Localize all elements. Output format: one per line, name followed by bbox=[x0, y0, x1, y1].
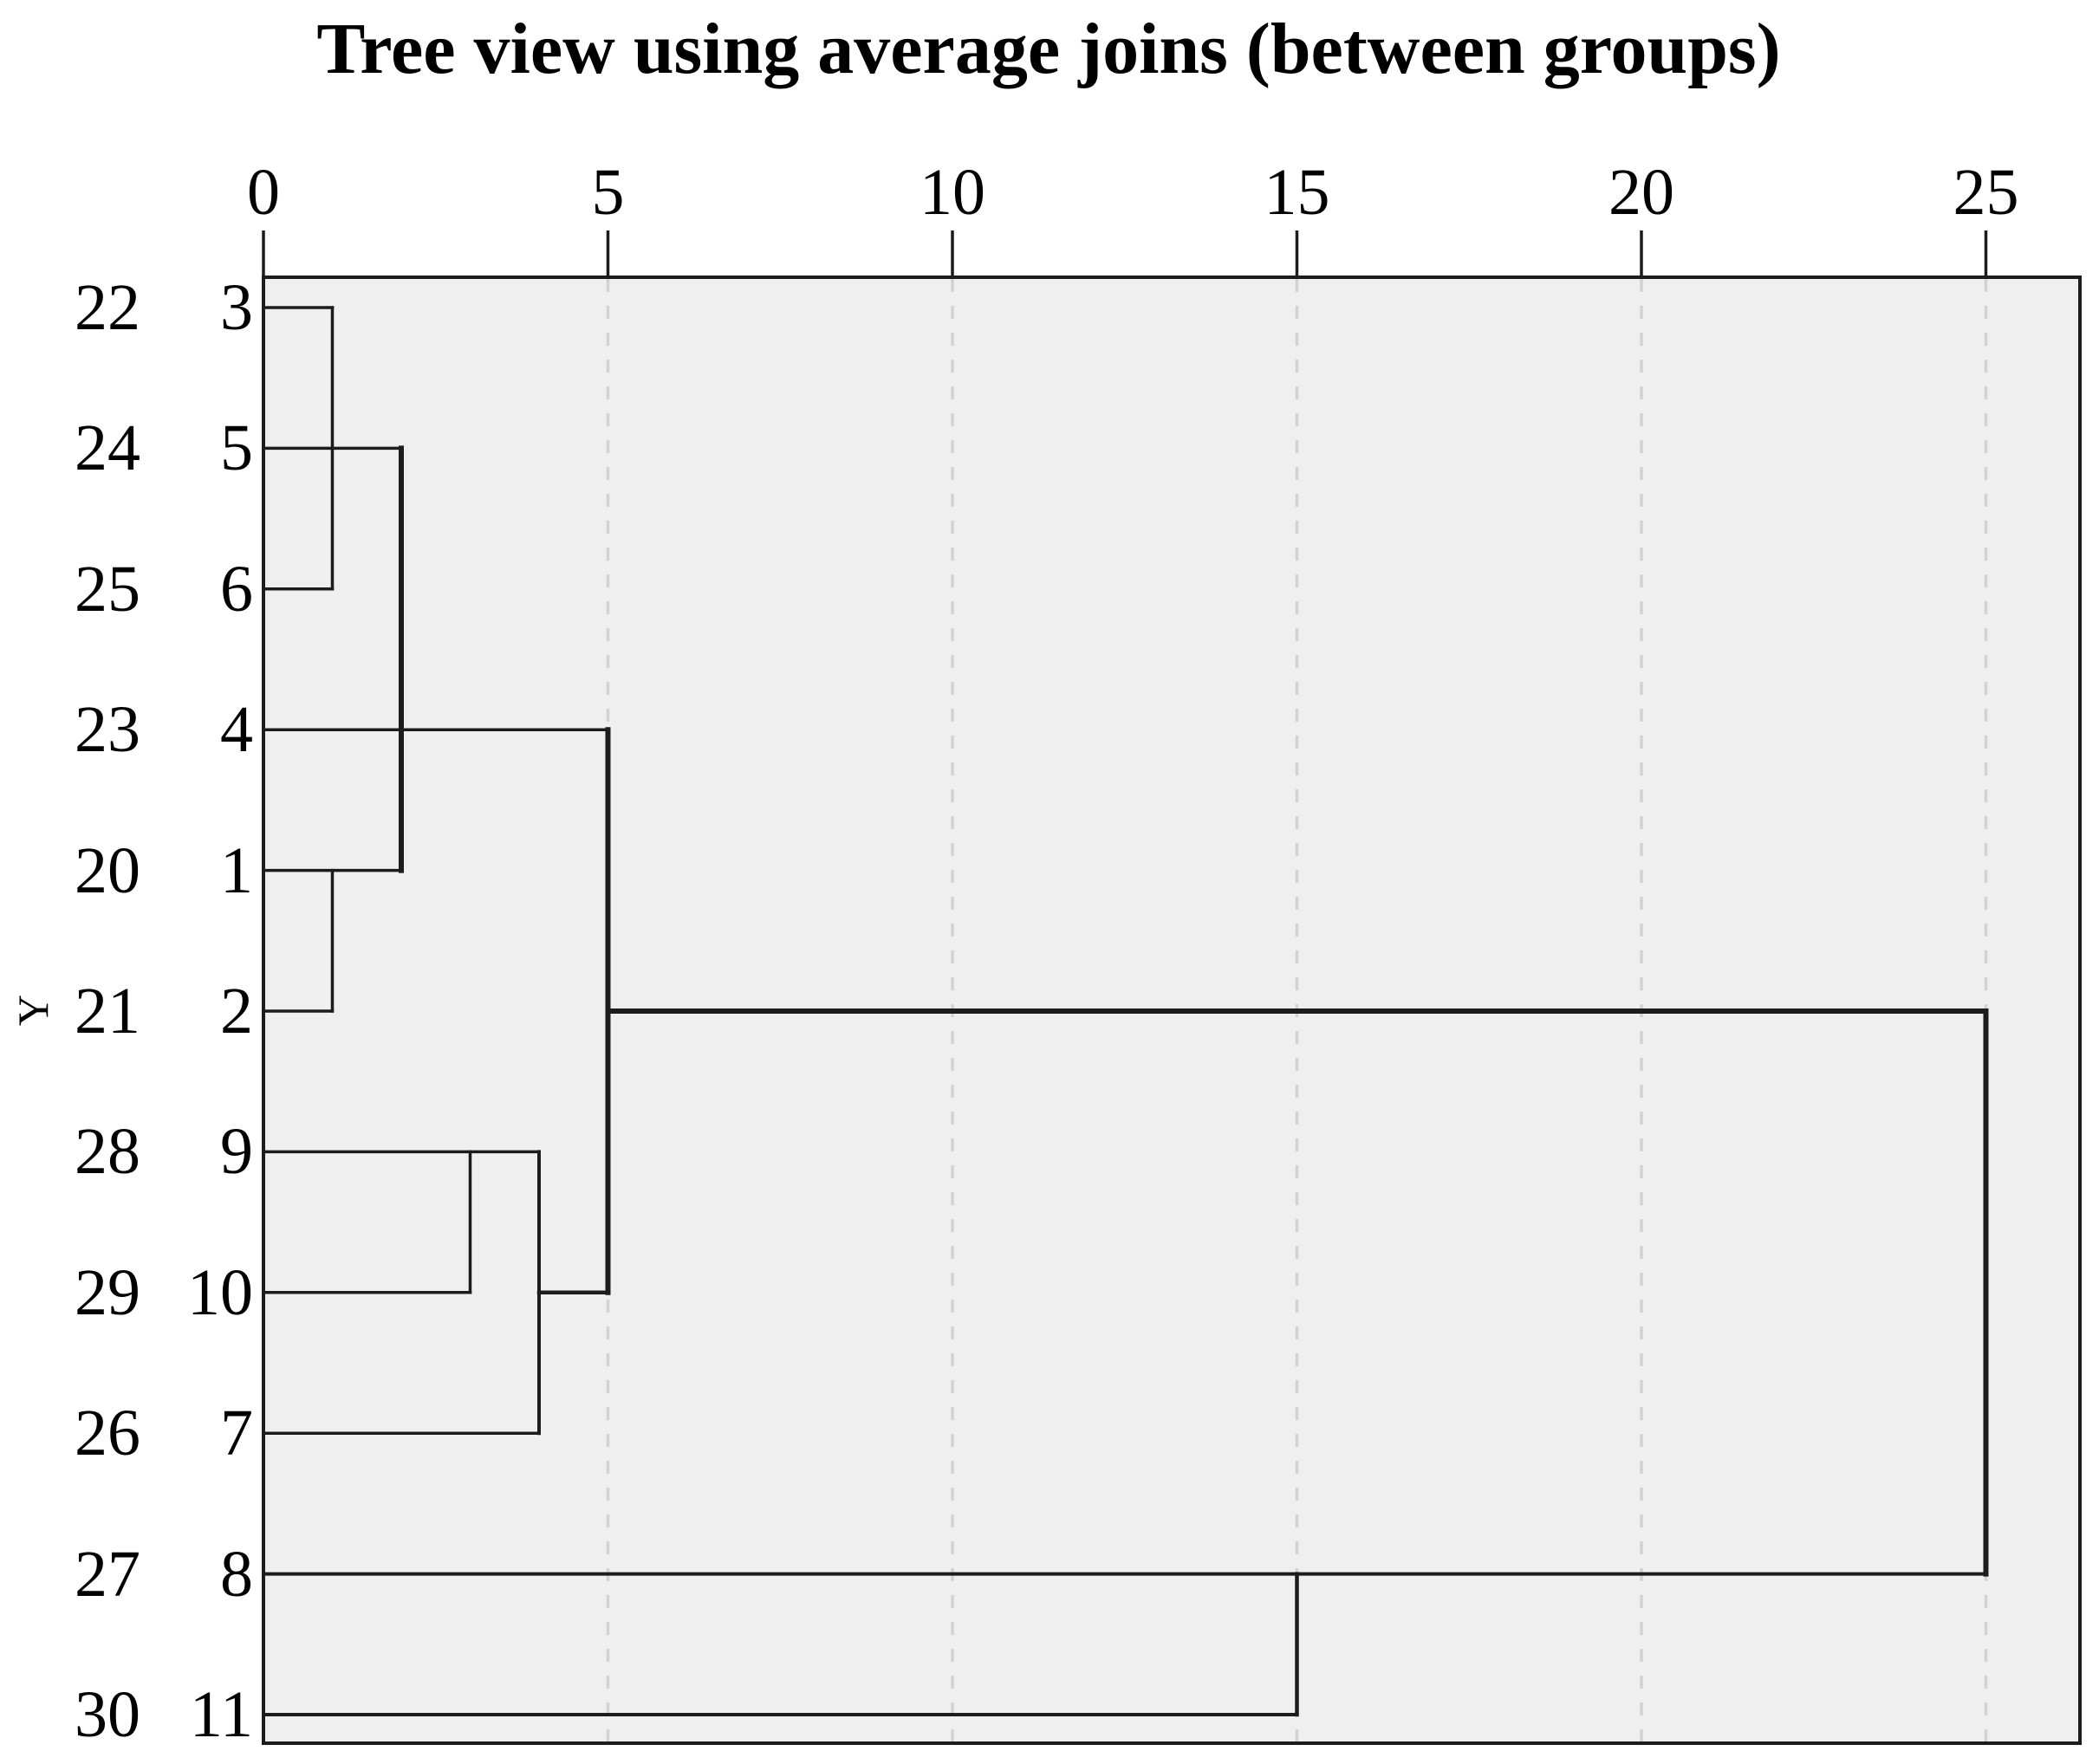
row-case-label: 20 bbox=[75, 833, 140, 907]
x-axis-tick-label: 20 bbox=[1608, 156, 1674, 229]
plot-border bbox=[262, 276, 2082, 1745]
row-leaf-id-label: 2 bbox=[220, 975, 253, 1047]
row-case-label: 22 bbox=[75, 271, 140, 344]
x-axis-tick-label: 10 bbox=[920, 156, 985, 229]
x-axis-tick-label: 5 bbox=[591, 156, 625, 229]
row-case-label: 23 bbox=[75, 693, 140, 767]
row-case-label: 25 bbox=[75, 552, 140, 626]
x-axis-tick-label: 25 bbox=[1953, 156, 2019, 229]
row-leaf-id-label: 11 bbox=[189, 1678, 253, 1751]
row-case-label: 30 bbox=[75, 1678, 140, 1751]
row-case-label: 21 bbox=[75, 975, 140, 1047]
row-leaf-id-label: 1 bbox=[220, 833, 253, 907]
row-case-label: 27 bbox=[75, 1537, 140, 1611]
chart-title: Tree view using average joins (between g… bbox=[316, 9, 1781, 89]
row-leaf-id-label: 10 bbox=[187, 1255, 253, 1329]
row-case-label: 26 bbox=[75, 1397, 140, 1470]
row-leaf-id-label: 3 bbox=[220, 271, 253, 344]
row-leaf-id-label: 8 bbox=[220, 1537, 253, 1611]
y-axis-label: Y bbox=[9, 994, 57, 1027]
row-case-label: 24 bbox=[75, 412, 140, 485]
row-case-label: 28 bbox=[75, 1115, 140, 1189]
row-case-label: 29 bbox=[75, 1255, 140, 1329]
row-leaf-id-label: 5 bbox=[220, 412, 253, 485]
row-leaf-id-label: 9 bbox=[220, 1115, 253, 1189]
row-leaf-id-label: 4 bbox=[220, 693, 253, 767]
x-axis-tick-label: 0 bbox=[247, 156, 280, 229]
row-leaf-id-label: 7 bbox=[220, 1397, 253, 1470]
x-axis-tick-label: 15 bbox=[1264, 156, 1330, 229]
row-leaf-id-label: 6 bbox=[220, 552, 253, 626]
